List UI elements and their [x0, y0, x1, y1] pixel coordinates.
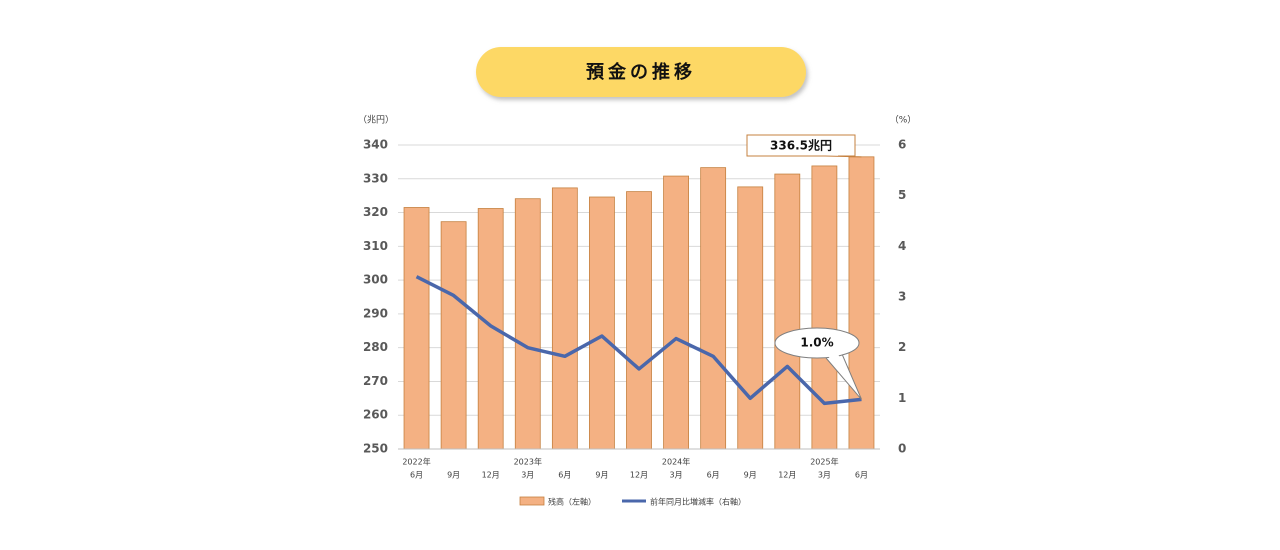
x-tick-label: 9月 [744, 471, 757, 480]
bar [811, 165, 838, 450]
y2-tick-label: 3 [898, 290, 906, 304]
y-axis-label: （兆円） [358, 115, 394, 126]
x-tick-label: 6月 [855, 471, 868, 480]
legend-label: 残高（左軸） [548, 497, 596, 507]
bar [626, 191, 652, 450]
x-tick-label: 6月 [707, 471, 720, 480]
y2-tick-label: 4 [898, 239, 906, 253]
y-tick-label: 330 [363, 171, 388, 185]
bar [551, 187, 578, 450]
bar [514, 198, 541, 450]
x-year-label: 2023年 [514, 457, 542, 467]
x-tick-label: 12月 [630, 471, 648, 480]
bar [774, 173, 801, 450]
x-tick-label: 3月 [521, 471, 534, 480]
bar [403, 207, 430, 450]
y-tick-label: 300 [363, 273, 388, 287]
bar [700, 167, 727, 450]
bar [663, 175, 689, 450]
x-tick-label: 6月 [410, 471, 423, 480]
y-tick-label: 280 [363, 340, 388, 354]
y-tick-label: 250 [363, 442, 388, 456]
callout-ellipse [774, 327, 860, 359]
legend-swatch [519, 496, 545, 506]
x-year-label: 2022年 [402, 457, 430, 467]
data-label: 1.0% [800, 336, 833, 350]
callout-box [746, 134, 862, 158]
title-pill [476, 47, 806, 97]
x-tick-label: 9月 [595, 471, 608, 480]
y-tick-label: 340 [363, 138, 388, 152]
line [415, 275, 862, 406]
x-tick-label: 6月 [558, 471, 571, 480]
y-tick-label: 320 [363, 205, 388, 219]
y-tick-label: 290 [363, 306, 388, 320]
x-tick-label: 9月 [447, 471, 460, 480]
legend-label: 前年同月比増減率（右軸） [650, 497, 746, 507]
x-tick-label: 12月 [778, 471, 796, 480]
y2-tick-label: 6 [898, 138, 906, 152]
data-label: 336.5兆円 [770, 138, 832, 153]
bar [440, 221, 467, 450]
y2-tick-label: 0 [898, 442, 906, 456]
x-year-label: 2024年 [662, 457, 690, 467]
y-tick-label: 260 [363, 408, 388, 422]
y2-axis-label: （%） [890, 115, 917, 126]
chart-title: 預金の推移 [586, 61, 696, 83]
callout-cover [828, 354, 860, 397]
y-tick-label: 270 [363, 374, 388, 388]
bar [848, 156, 875, 450]
x-tick-label: 3月 [818, 471, 831, 480]
y-tick-label: 310 [363, 239, 388, 253]
y2-tick-label: 5 [898, 188, 906, 202]
bar [477, 208, 504, 450]
bar [737, 186, 764, 450]
callout-tail [825, 353, 862, 400]
x-tick-label: 12月 [482, 471, 500, 480]
y2-tick-label: 2 [898, 340, 906, 354]
x-tick-label: 3月 [670, 471, 683, 480]
x-year-label: 2025年 [810, 457, 838, 467]
bar [589, 196, 615, 450]
y2-tick-label: 1 [898, 391, 906, 405]
